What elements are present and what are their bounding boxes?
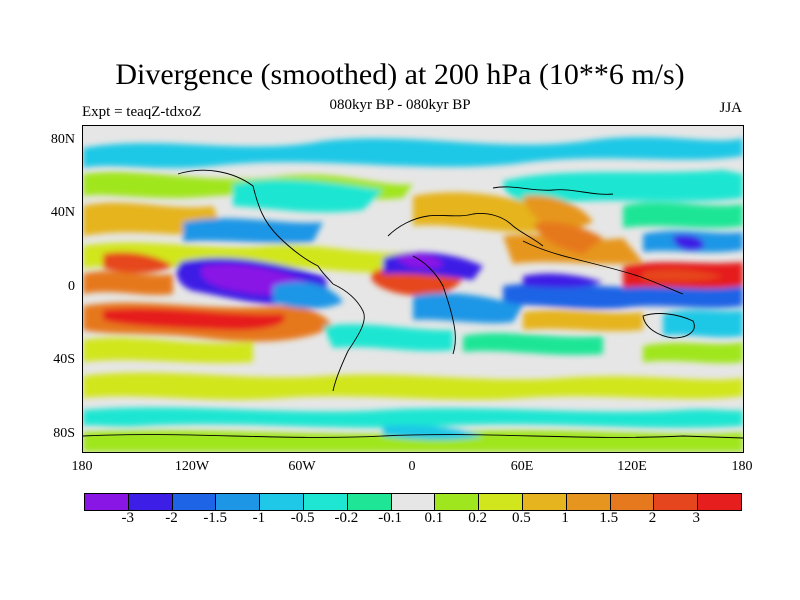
lon-label-180w: 180 <box>71 459 93 474</box>
lon-label-0: 0 <box>408 459 416 474</box>
colorbar-swatch <box>216 494 261 510</box>
colorbar-swatch <box>347 494 392 510</box>
colorbar-swatch <box>128 494 173 510</box>
colorbar-label: -1.5 <box>203 510 228 526</box>
lon-label-120e: 120E <box>617 459 647 474</box>
colorbar-label: 3 <box>692 510 701 526</box>
plot-title: Divergence (smoothed) at 200 hPa (10**6 … <box>115 58 685 91</box>
colorbar-label: 2 <box>648 510 657 526</box>
colorbar-swatch <box>303 494 348 510</box>
colorbar-label: -3 <box>121 510 134 526</box>
lat-label-80n: 80N <box>50 132 75 147</box>
colorbar-swatch <box>698 494 741 510</box>
lon-label-60e: 60E <box>510 459 534 474</box>
colorbar-label: 0.1 <box>424 510 444 526</box>
colorbar-label: -2 <box>165 510 178 526</box>
lat-label-40s: 40S <box>53 352 75 367</box>
colorbar-label: 0.2 <box>468 510 487 526</box>
lat-label-40n: 40N <box>50 205 75 220</box>
experiment-label: Expt = teaqZ-tdxoZ <box>82 104 202 120</box>
colorbar-label: -1 <box>252 510 266 526</box>
colorbar-label: -0.1 <box>378 510 402 526</box>
colorbar-label: 1 <box>561 510 569 526</box>
colorbar-label: 0.5 <box>511 510 531 526</box>
colorbar-swatch <box>85 494 129 510</box>
colorbar-swatch <box>654 494 699 510</box>
colorbar-swatch <box>610 494 655 510</box>
lon-label-180e: 180 <box>731 459 753 474</box>
colorbar-swatch <box>479 494 523 510</box>
lat-label-0: 0 <box>68 279 75 294</box>
colorbar-swatch <box>566 494 611 510</box>
colorbar-label: -0.5 <box>290 510 315 526</box>
colorbar-label: -0.2 <box>334 510 359 526</box>
colorbar-swatch <box>435 494 480 510</box>
time-range-label: 080kyr BP - 080kyr BP <box>329 97 471 113</box>
lat-label-80s: 80S <box>53 426 75 441</box>
colorbar-swatch <box>391 494 436 510</box>
season-label: JJA <box>719 100 742 116</box>
divergence-map <box>82 125 744 453</box>
colorbar <box>84 493 742 511</box>
colorbar-swatch <box>260 494 304 510</box>
lon-label-120w: 120W <box>174 459 210 474</box>
colorbar-label: 1.5 <box>599 510 619 526</box>
colorbar-swatch <box>522 494 567 510</box>
colorbar-swatch <box>172 494 217 510</box>
lon-label-60w: 60W <box>288 459 316 474</box>
